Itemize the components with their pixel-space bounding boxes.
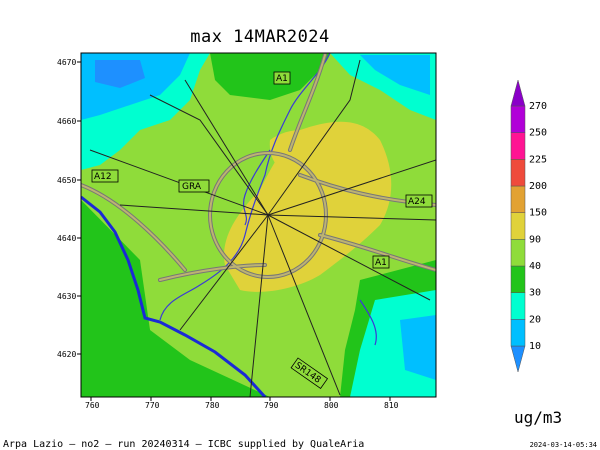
colorbar-label: 20: [529, 314, 541, 325]
colorbar-segment: [510, 345, 526, 373]
colorbar-segment: [510, 239, 526, 267]
road-label-a1-south: A1: [375, 258, 387, 268]
colorbar-label: 10: [529, 341, 541, 352]
colorbar-segment: [510, 292, 526, 320]
y-tick: 4630: [57, 292, 76, 301]
y-tick: 4620: [57, 350, 76, 359]
y-axis-ticks: 4670 4660 4650 4640 4630 4620: [57, 58, 76, 359]
y-tick: 4640: [57, 234, 76, 243]
x-tick: 790: [264, 401, 279, 410]
y-tick: 4660: [57, 117, 76, 126]
colorbar-segment: [510, 319, 526, 347]
colorbar-label: 200: [529, 181, 547, 192]
colorbar-label: 40: [529, 261, 541, 272]
colorbar-label: 270: [529, 101, 547, 112]
road-label-a1-north: A1: [276, 74, 288, 84]
colorbar-label: 250: [529, 128, 547, 139]
colorbar-segment: [510, 185, 526, 213]
colorbar-segment: [510, 265, 526, 293]
coastline: [81, 195, 267, 397]
roads: [89, 59, 436, 397]
map-frame: [80, 52, 437, 398]
rivers: [159, 53, 377, 346]
motorways-inner: [81, 54, 436, 281]
colorbar-label: 150: [529, 208, 547, 219]
x-tick: 800: [324, 401, 339, 410]
x-tick: 780: [205, 401, 220, 410]
concentration-field: [81, 53, 436, 397]
y-tick: 4650: [57, 176, 76, 185]
x-tick: 760: [85, 401, 100, 410]
colorbar-segment: [510, 132, 526, 160]
map-title: max 14MAR2024: [190, 27, 330, 47]
y-tick: 4670: [57, 58, 76, 67]
road-label-gra: GRA: [182, 182, 202, 192]
unit-label: ug/m3: [514, 408, 563, 427]
footer-credit: Arpa Lazio — no2 — run 20240314 — ICBC s…: [3, 439, 365, 450]
road-label-a12: A12: [94, 172, 112, 182]
colorbar-segment: [510, 105, 526, 133]
timestamp: 2024-03-14-05:34: [529, 441, 597, 449]
colorbar-segment: [510, 159, 526, 187]
colorbar-segment: [510, 79, 526, 107]
colorbar-label: 90: [529, 234, 541, 245]
colorbar: 10 20 30 40 90 150 200 225 250 270: [510, 79, 547, 373]
x-tick: 810: [384, 401, 399, 410]
colorbar-label: 30: [529, 288, 541, 299]
x-tick: 770: [145, 401, 160, 410]
colorbar-segment: [510, 212, 526, 240]
road-label-a24: A24: [408, 197, 426, 207]
colorbar-label: 225: [529, 154, 547, 165]
x-axis-ticks: 760 770 780 790 800 810: [85, 401, 399, 410]
